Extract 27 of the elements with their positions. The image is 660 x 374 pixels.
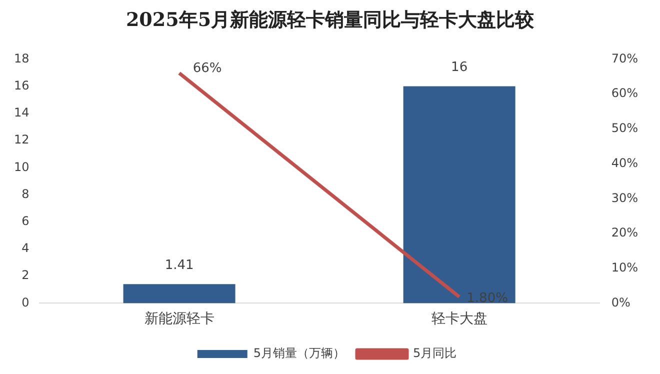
y2-tick-label: 10% — [611, 260, 638, 274]
y2-tick-label: 50% — [611, 121, 638, 136]
data-label: 66% — [192, 61, 222, 76]
legend-label: 5月销量（万辆） — [253, 346, 346, 360]
data-label: 1.80% — [466, 290, 508, 306]
y2-tick-label: 70% — [611, 51, 638, 66]
y2-tick-label: 30% — [611, 190, 638, 205]
x-tick-label: 新能源轻卡 — [144, 311, 214, 328]
x-tick-label: 轻卡大盘 — [431, 311, 488, 328]
y2-tick-label: 20% — [611, 226, 638, 240]
data-label: 1.41 — [164, 258, 194, 273]
legend-label: 5月同比 — [413, 346, 457, 360]
y2-tick-label: 40% — [611, 156, 638, 170]
y2-tick-label: 60% — [611, 86, 638, 100]
y2-tick-label: 0% — [611, 295, 630, 310]
data-label: 16 — [451, 60, 468, 76]
y-tick-label: 2 — [22, 268, 30, 282]
y-tick-label: 0 — [22, 295, 30, 310]
y-tick-label: 16 — [14, 78, 30, 92]
chart-title: 2025年5月新能源轻卡销量同比与轻卡大盘比较 — [124, 8, 536, 33]
y-tick-label: 8 — [22, 186, 30, 201]
y-tick-label: 14 — [14, 106, 30, 120]
y-tick-label: 12 — [14, 132, 30, 147]
y-tick-label: 10 — [14, 160, 30, 174]
y-tick-label: 4 — [22, 241, 30, 256]
y-tick-label: 18 — [14, 51, 30, 66]
y-tick-label: 6 — [22, 214, 30, 228]
